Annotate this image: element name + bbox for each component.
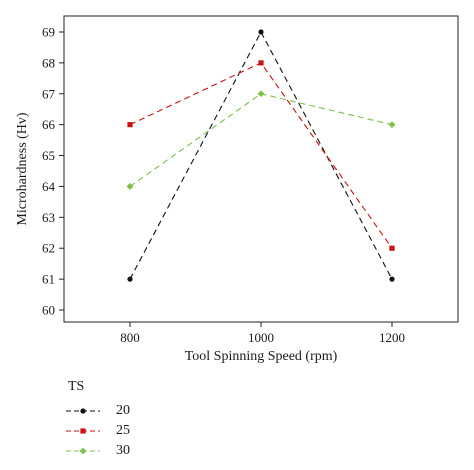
legend-label-30: 30 — [116, 443, 130, 458]
legend-item-30: 30 — [64, 441, 264, 461]
legend-marker-30 — [79, 447, 87, 455]
y-tick-label: 69 — [42, 25, 55, 40]
x-axis-ticks: 800 1000 1200 — [120, 322, 405, 345]
series-20 — [127, 29, 395, 282]
x-axis-label: Tool Spinning Speed (rpm) — [185, 349, 338, 364]
x-tick-label: 1200 — [379, 330, 405, 345]
legend-swatch-30 — [66, 447, 100, 455]
legend-title: TS — [68, 379, 85, 394]
legend: TS 20 25 30 — [64, 379, 264, 461]
y-tick-label: 66 — [42, 117, 56, 132]
data-point-20-1200 — [389, 276, 395, 282]
legend-item-20: 20 — [64, 401, 264, 421]
data-point-20-800 — [127, 276, 133, 282]
legend-swatch-25 — [66, 428, 100, 434]
y-tick-label: 60 — [42, 303, 55, 318]
data-point-25-800 — [127, 122, 133, 128]
data-point-25-1200 — [389, 245, 395, 251]
data-point-30-800 — [126, 183, 134, 190]
data-point-30-1000 — [257, 90, 265, 98]
data-point-20-1000 — [258, 29, 264, 35]
series-line-20 — [129, 30, 393, 280]
y-axis-ticks: 60 61 62 63 64 65 66 67 68 69 — [42, 25, 64, 318]
legend-marker-25 — [80, 428, 86, 434]
x-tick-label: 1000 — [248, 330, 274, 345]
series-layer — [126, 29, 396, 282]
y-axis-label: Microhardness (Hv) — [15, 112, 30, 225]
series-30 — [126, 90, 396, 190]
y-tick-label: 65 — [42, 148, 55, 163]
y-tick-label: 67 — [42, 86, 56, 101]
series-25 — [127, 60, 395, 251]
legend-swatch-20 — [66, 408, 100, 414]
y-tick-label: 62 — [42, 241, 55, 256]
y-tick-label: 63 — [42, 210, 55, 225]
x-tick-label: 800 — [120, 330, 140, 345]
legend-label-25: 25 — [116, 423, 130, 438]
series-line-30 — [129, 93, 393, 187]
data-point-25-1000 — [258, 60, 264, 66]
legend-item-25: 25 — [64, 421, 264, 441]
y-tick-label: 68 — [42, 55, 55, 70]
data-point-30-1200 — [388, 121, 396, 129]
legend-label-20: 20 — [116, 403, 130, 418]
legend-marker-20 — [80, 408, 86, 414]
y-tick-label: 64 — [42, 179, 56, 194]
y-tick-label: 61 — [42, 272, 55, 287]
